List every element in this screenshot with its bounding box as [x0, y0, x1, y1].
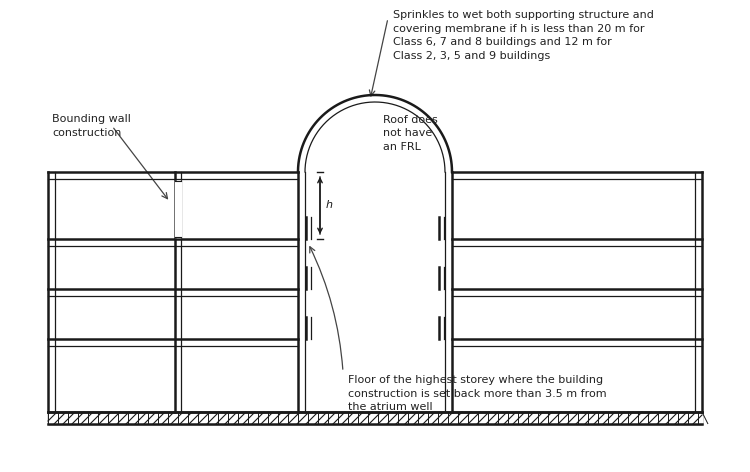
Text: Sprinkles to wet both supporting structure and
covering membrane if h is less th: Sprinkles to wet both supporting structu… [393, 10, 654, 61]
Text: Floor of the highest storey where the building
construction is set back more tha: Floor of the highest storey where the bu… [348, 375, 607, 412]
Bar [48, 412, 702, 424]
Text: Bounding wall
construction: Bounding wall construction [52, 114, 130, 138]
Text: h: h [326, 201, 333, 211]
Text: Roof does
not have
an FRL: Roof does not have an FRL [383, 115, 438, 152]
